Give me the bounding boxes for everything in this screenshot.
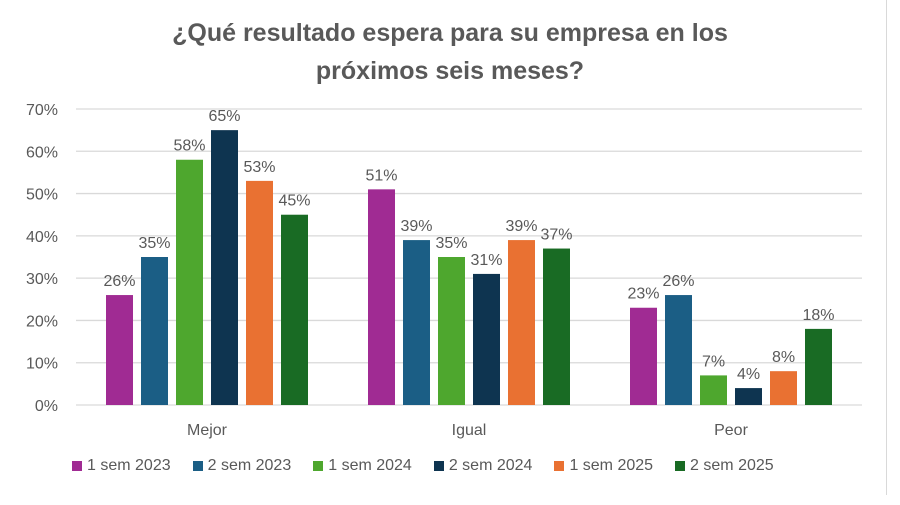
data-label: 58%: [173, 138, 205, 155]
bar: [403, 240, 430, 405]
bar: [665, 295, 692, 405]
data-label: 26%: [103, 273, 135, 290]
data-label: 23%: [627, 286, 659, 303]
y-tick-label: 70%: [26, 102, 58, 119]
data-label: 18%: [802, 307, 834, 324]
y-tick-label: 60%: [26, 144, 58, 161]
data-label: 31%: [470, 252, 502, 269]
y-tick-label: 30%: [26, 271, 58, 288]
bar: [508, 240, 535, 405]
legend-swatch: [675, 461, 686, 471]
bar: [246, 180, 273, 405]
x-tick-label: Igual: [452, 422, 487, 439]
x-tick-label: Mejor: [187, 422, 228, 439]
legend-swatch: [192, 461, 203, 471]
data-label: 35%: [138, 235, 170, 252]
bar: [106, 295, 133, 405]
legend: 1 sem 2023 2 sem 2023 1 sem 2024 2 sem 2024…: [72, 457, 796, 475]
bar: [735, 388, 762, 405]
data-label: 53%: [243, 159, 275, 176]
bar: [141, 257, 168, 405]
legend-label: 1 sem 2025: [569, 457, 654, 474]
data-label: 51%: [365, 167, 397, 184]
legend-label: 1 sem 2023: [87, 457, 171, 474]
legend-label: 2 sem 2025: [690, 457, 774, 474]
data-label: 39%: [400, 218, 432, 235]
bar: [770, 371, 797, 405]
bar: [176, 159, 203, 405]
data-label: 37%: [540, 227, 572, 244]
data-label: 35%: [435, 235, 467, 252]
data-label: 8%: [772, 349, 795, 366]
legend-label: 1 sem 2024: [328, 457, 412, 474]
data-label: 65%: [208, 108, 240, 125]
legend-item: 2 sem 2023: [192, 457, 292, 475]
legend-item: 2 sem 2025: [675, 457, 774, 475]
bar: [368, 189, 395, 405]
bar: [700, 375, 727, 405]
chart-border: [886, 0, 887, 495]
legend-label: 2 sem 2023: [207, 457, 292, 474]
bar: [438, 257, 465, 405]
y-tick-label: 50%: [26, 187, 58, 204]
y-tick-label: 0%: [35, 398, 58, 415]
legend-item: 1 sem 2023: [72, 457, 171, 475]
legend-item: 1 sem 2024: [313, 457, 412, 475]
legend-swatch: [313, 461, 324, 471]
chart-title-line-2: próximos seis meses?: [315, 57, 585, 85]
bar: [473, 273, 500, 405]
legend-swatch: [72, 461, 82, 471]
legend-swatch: [433, 461, 444, 471]
bar: [281, 214, 308, 405]
y-tick-label: 20%: [26, 313, 58, 330]
data-label: 45%: [278, 193, 310, 210]
chart-title: ¿Qué resultado espera para su empresa en…: [0, 14, 900, 90]
y-tick-label: 40%: [26, 229, 58, 246]
legend-item: 1 sem 2025: [554, 457, 653, 475]
bar: [630, 307, 657, 405]
legend-label: 2 sem 2024: [448, 457, 533, 474]
legend-item: 2 sem 2024: [433, 457, 533, 475]
y-tick-label: 10%: [26, 356, 58, 373]
data-label: 7%: [702, 353, 725, 370]
bar: [805, 328, 832, 405]
chart-title-line-1: ¿Qué resultado espera para su empresa en…: [172, 19, 728, 47]
x-tick-label: Peor: [714, 422, 748, 439]
legend-swatch: [554, 461, 565, 471]
bar: [211, 130, 238, 405]
data-label: 39%: [505, 218, 537, 235]
data-label: 4%: [737, 366, 760, 383]
bar: [543, 248, 570, 405]
data-label: 26%: [662, 273, 694, 290]
